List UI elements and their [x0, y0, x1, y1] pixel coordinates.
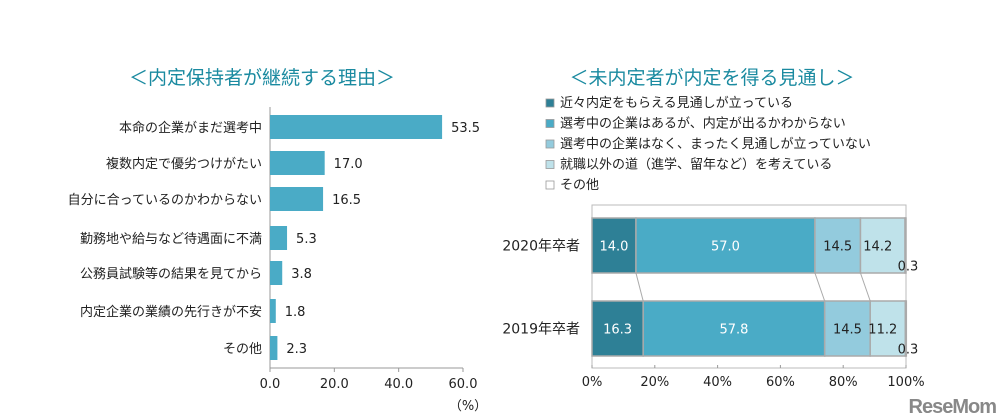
legend-swatch: [545, 139, 555, 149]
bar: [270, 226, 288, 250]
bar: [270, 261, 283, 285]
category-label: 公務員試験等の結果を見てから: [80, 266, 262, 282]
value-label: 53.5: [451, 121, 480, 136]
category-label: 複数内定で優劣つけがたい: [106, 156, 262, 172]
series-line: [859, 272, 871, 302]
stacked-segment: [904, 300, 908, 357]
value-label: 1.8: [285, 305, 306, 320]
x-tick-label: 20.0: [320, 377, 349, 392]
data-label: 11.2: [868, 323, 897, 338]
x-tick-label: 80%: [829, 375, 858, 390]
x-tick-label: 60.0: [449, 377, 478, 392]
stacked-segment: [814, 217, 862, 274]
x-tick-label: 0.0: [260, 377, 281, 392]
data-label: 14.2: [863, 240, 892, 255]
value-label: 3.8: [291, 267, 312, 282]
stacked-segment: [642, 300, 826, 357]
data-label: 0.3: [898, 343, 919, 358]
legend-swatch: [545, 119, 555, 128]
legend-label: その他: [560, 178, 599, 193]
legend-label: 選考中の企業はあるが、内定が出るかわからない: [560, 116, 846, 132]
data-label: 0.3: [898, 260, 919, 275]
legend-swatch: [545, 180, 555, 190]
stacked-segment: [859, 217, 906, 274]
category-label: 2019年卒者: [502, 322, 580, 338]
data-label: 57.8: [719, 323, 748, 338]
value-label: 16.5: [332, 193, 361, 208]
x-axis-unit: （%）: [449, 399, 487, 414]
category-label: その他: [223, 342, 262, 357]
legend-label: 選考中の企業はなく、まったく見通しが立っていない: [560, 136, 871, 152]
x-tick-label: 60%: [766, 375, 795, 390]
x-tick-label: 40%: [703, 375, 732, 390]
right-chart-title: ＜未内定者が内定を得る見通し＞: [569, 67, 854, 89]
x-tick-label: 100%: [887, 375, 924, 390]
stacked-segment: [904, 217, 907, 274]
bar: [270, 187, 324, 211]
bar: [270, 336, 278, 360]
data-label: 14.5: [833, 323, 862, 338]
value-label: 2.3: [286, 342, 307, 357]
stacked-segment: [823, 300, 871, 357]
x-tick-label: 0%: [582, 375, 603, 390]
data-label: 57.0: [711, 240, 740, 255]
category-label: 2020年卒者: [502, 239, 580, 255]
value-label: 5.3: [296, 232, 317, 247]
stacked-segment: [591, 300, 644, 357]
legend-swatch: [545, 160, 555, 169]
x-tick-label: 40.0: [384, 377, 413, 392]
bar: [270, 299, 276, 323]
category-label: 内定企業の業績の先行きが不安: [80, 304, 262, 320]
series-line: [814, 272, 826, 302]
data-label: 14.0: [600, 240, 629, 255]
category-label: 勤務地や給与など待遇面に不満: [80, 232, 262, 247]
series-line: [635, 272, 644, 302]
data-label: 16.3: [603, 323, 632, 338]
left-chart-title: ＜内定保持者が継続する理由＞: [129, 67, 395, 89]
legend-label: 就職以外の道（進学、留年など）を考えている: [560, 157, 832, 173]
x-tick-label: 20%: [640, 375, 669, 390]
category-label: 自分に合っているのかわからない: [68, 193, 262, 208]
legend-label: 近々内定をもらえる見通しが立っている: [560, 95, 793, 111]
bar: [270, 151, 325, 175]
value-label: 17.0: [334, 157, 363, 172]
data-label: 14.5: [823, 240, 852, 255]
resemom-logo: ReseMom: [908, 396, 997, 418]
category-label: 本命の企業がまだ選考中: [119, 120, 262, 136]
bar: [270, 115, 443, 139]
legend-swatch: [545, 98, 555, 108]
